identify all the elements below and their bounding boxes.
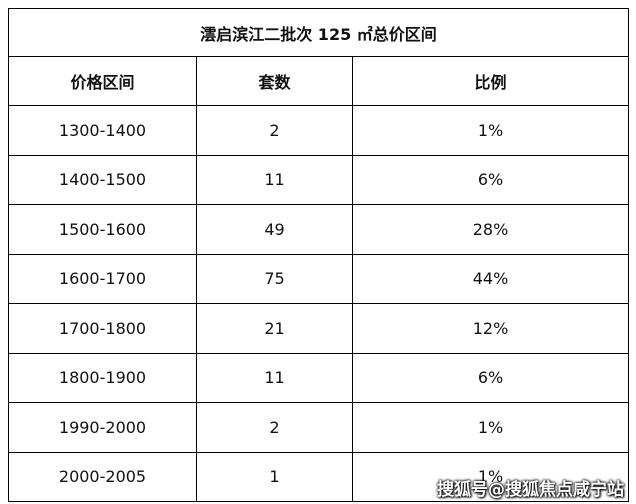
cell: 6% xyxy=(351,154,630,205)
cell: 28% xyxy=(351,204,630,255)
data-row: 1990-2000 2 1% xyxy=(8,402,630,453)
cell: 75 xyxy=(196,253,353,304)
cell: 1800-1900 xyxy=(8,352,197,403)
data-row: 2000-2005 1 1% xyxy=(8,451,630,502)
cell: 1500-1600 xyxy=(8,204,197,255)
cell: 1400-1500 xyxy=(8,154,197,205)
cell: 1% xyxy=(351,451,630,502)
data-row: 1600-1700 75 44% xyxy=(8,253,630,304)
data-row: 1400-1500 11 6% xyxy=(8,154,630,205)
data-row: 1800-1900 11 6% xyxy=(8,352,630,403)
cell: 1300-1400 xyxy=(8,105,197,156)
cell: 11 xyxy=(196,154,353,205)
cell: 21 xyxy=(196,303,353,354)
cell: 1700-1800 xyxy=(8,303,197,354)
cell: 49 xyxy=(196,204,353,255)
price-table: 澐启滨江二批次 125 ㎡总价区间 价格区间 套数 比例 1300-1400 2 1% 14… xyxy=(7,8,630,502)
cell: 1600-1700 xyxy=(8,253,197,304)
data-row: 1500-1600 49 28% xyxy=(8,204,630,255)
table-body: 澐启滨江二批次 125 ㎡总价区间 价格区间 套数 比例 1300-1400 2 1% 14… xyxy=(7,8,630,502)
cell: 11 xyxy=(196,352,353,403)
header-cell: 比例 xyxy=(351,56,630,106)
header-cell: 价格区间 xyxy=(8,56,197,106)
cell: 2000-2005 xyxy=(8,451,197,502)
watermark: 搜狐号@搜狐焦点咸宁站 xyxy=(437,480,624,500)
data-row: 1700-1800 21 12% xyxy=(8,303,630,354)
cell: 2 xyxy=(196,402,353,453)
cell: 2 xyxy=(196,105,353,156)
cell: 1% xyxy=(351,105,630,156)
header-cell: 套数 xyxy=(196,56,353,106)
cell: 12% xyxy=(351,303,630,354)
cell: 1 xyxy=(196,451,353,502)
cell: 44% xyxy=(351,253,630,304)
title-row: 澐启滨江二批次 125 ㎡总价区间 xyxy=(7,8,630,57)
cell: 1% xyxy=(351,402,630,453)
header-row: 价格区间 套数 比例 xyxy=(8,56,630,106)
cell: 1990-2000 xyxy=(8,402,197,453)
data-row: 1300-1400 2 1% xyxy=(8,105,630,156)
table-title: 澐启滨江二批次 125 ㎡总价区间 xyxy=(7,8,630,57)
cell: 6% xyxy=(351,352,630,403)
